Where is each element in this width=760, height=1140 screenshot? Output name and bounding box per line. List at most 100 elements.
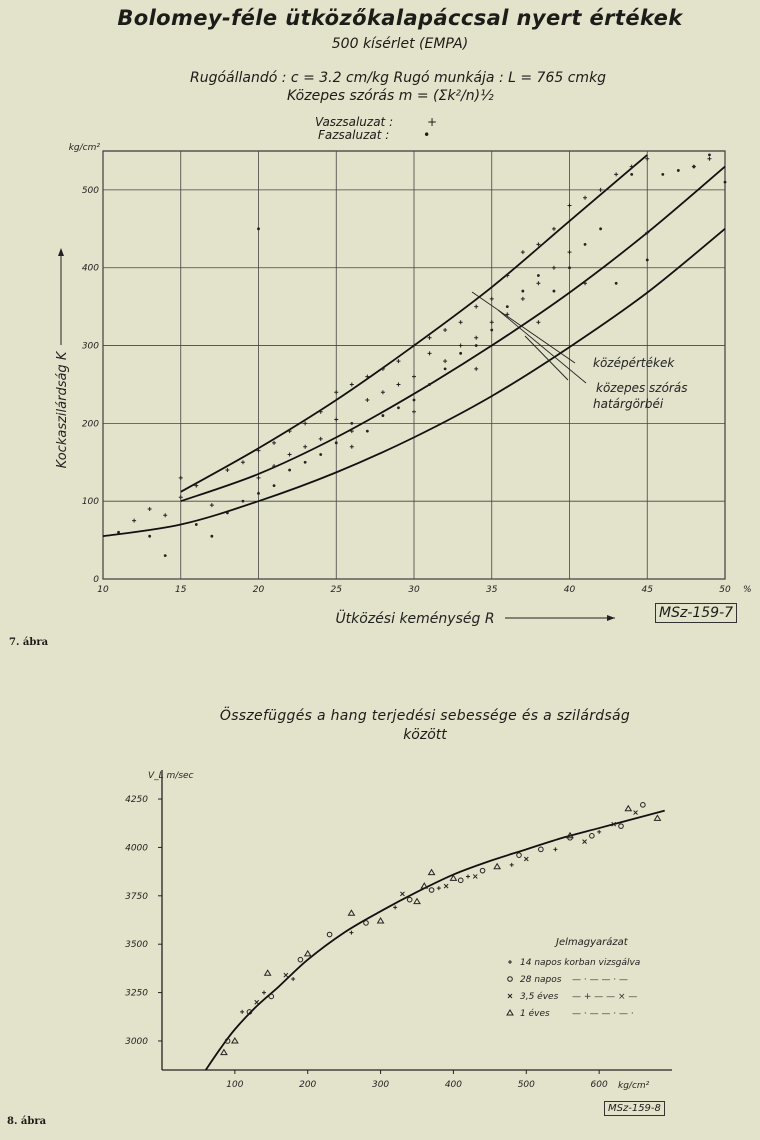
data-point xyxy=(240,460,245,465)
data-point xyxy=(505,273,510,278)
legend-title: Jelmagyarázat xyxy=(554,936,629,948)
data-point xyxy=(254,999,260,1005)
legend-label: 28 napos xyxy=(520,975,562,985)
data-point xyxy=(350,421,354,425)
legend-item-fazsaluzat: Fazsaluzat : • xyxy=(318,128,430,142)
data-point xyxy=(272,484,276,488)
data-point xyxy=(393,905,398,910)
data-point xyxy=(474,344,478,347)
data-point xyxy=(489,320,494,325)
data-point xyxy=(552,289,556,293)
data-point xyxy=(420,882,429,889)
data-point xyxy=(551,265,556,270)
data-point xyxy=(380,366,385,371)
data-point xyxy=(365,398,370,403)
y-tick-label: 3500 xyxy=(125,940,148,950)
data-point xyxy=(436,886,441,891)
x-tick-label: 15 xyxy=(175,585,187,595)
y-tick-label: 500 xyxy=(82,186,99,196)
data-point xyxy=(520,250,525,255)
data-point xyxy=(318,409,323,414)
y-tick-label: 3750 xyxy=(125,892,148,902)
data-point xyxy=(428,383,431,386)
figure2-title-line2: között xyxy=(403,727,447,743)
data-point xyxy=(443,327,448,332)
data-point xyxy=(334,441,338,445)
data-point xyxy=(583,242,587,246)
data-point xyxy=(614,172,619,177)
data-point xyxy=(224,1038,231,1044)
data-point xyxy=(303,444,308,449)
data-point xyxy=(268,993,275,1000)
y-tick-label: 100 xyxy=(82,497,99,507)
data-point xyxy=(490,328,494,332)
data-point xyxy=(287,429,292,434)
y-unit-label: V_L m/sec xyxy=(148,771,194,781)
data-point xyxy=(412,398,416,402)
data-point xyxy=(147,506,152,511)
data-point xyxy=(472,874,478,879)
data-point xyxy=(326,931,333,938)
y-unit-label: kg/cm² xyxy=(69,143,101,153)
legend-label: 14 napos korban vizsgálva xyxy=(520,958,640,968)
data-point xyxy=(449,874,458,881)
x-tick-label: 45 xyxy=(642,585,654,595)
x-axis-arrow-head xyxy=(607,615,615,621)
data-point xyxy=(400,891,405,897)
data-point xyxy=(536,281,541,286)
legend-label: Fazsaluzat : xyxy=(318,128,390,142)
legend-symbol xyxy=(507,976,513,982)
data-point xyxy=(303,460,307,464)
data-point xyxy=(287,452,292,457)
data-point xyxy=(599,227,602,231)
data-point xyxy=(194,483,199,488)
y-tick-label: 400 xyxy=(82,264,99,274)
data-point xyxy=(597,829,602,834)
data-point xyxy=(583,195,588,200)
data-point xyxy=(397,406,400,410)
data-point xyxy=(318,436,323,441)
data-point xyxy=(220,1048,228,1056)
data-point xyxy=(163,513,168,518)
data-point xyxy=(505,312,510,317)
data-point xyxy=(132,518,137,523)
data-point xyxy=(692,165,696,168)
data-point xyxy=(537,274,540,277)
figure1-formula: Közepes szórás m = (Σk²/n)½ xyxy=(287,88,494,104)
annotation-spread: közepes szórás xyxy=(596,381,687,395)
data-point xyxy=(376,916,385,924)
data-point xyxy=(645,230,650,235)
annotation-leader xyxy=(471,291,576,364)
data-point xyxy=(406,896,413,903)
data-point xyxy=(645,258,649,262)
y-axis-label: Kockaszilárdság K xyxy=(55,350,70,468)
data-point xyxy=(520,296,525,301)
data-point xyxy=(412,409,416,414)
data-point xyxy=(598,187,603,192)
figure1-code-label: MSz-159-7 xyxy=(655,603,738,623)
data-point xyxy=(723,180,727,184)
data-point xyxy=(443,359,448,364)
data-point xyxy=(194,523,198,526)
curve-line xyxy=(180,165,726,503)
data-point xyxy=(583,281,588,286)
data-point xyxy=(589,833,595,839)
data-point xyxy=(349,444,354,449)
data-point xyxy=(536,242,541,247)
data-point xyxy=(633,810,638,815)
data-point xyxy=(630,172,634,176)
data-point xyxy=(163,554,167,558)
data-point xyxy=(256,448,261,453)
data-point xyxy=(291,977,296,982)
data-point xyxy=(297,956,304,963)
data-point xyxy=(210,534,214,538)
y-tick-label: 3250 xyxy=(125,989,148,999)
data-point xyxy=(148,534,152,538)
data-point xyxy=(347,909,356,916)
annotation-bounds: határgörbéi xyxy=(593,397,664,411)
figure2-title: Összefüggés a hang terjedési sebessége é… xyxy=(219,708,631,724)
legend-label: Vaszsaluzat : xyxy=(315,115,394,129)
data-point xyxy=(676,169,680,172)
data-point xyxy=(380,390,385,395)
